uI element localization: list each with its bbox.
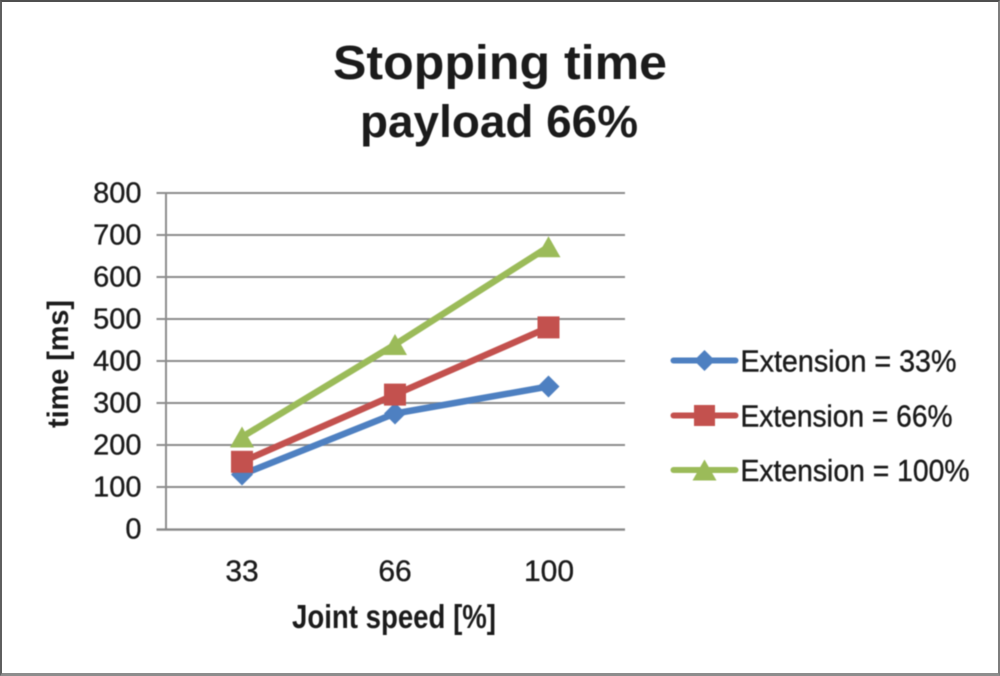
svg-text:600: 600 — [93, 262, 141, 294]
svg-text:Extension = 66%: Extension = 66% — [741, 399, 953, 434]
svg-text:200: 200 — [93, 430, 141, 462]
svg-text:800: 800 — [93, 178, 141, 210]
svg-text:0: 0 — [125, 514, 141, 546]
svg-text:Extension = 100%: Extension = 100% — [741, 453, 970, 488]
svg-text:400: 400 — [93, 346, 141, 378]
svg-text:33: 33 — [225, 555, 258, 588]
svg-text:time [ms]: time [ms] — [42, 300, 75, 428]
svg-text:700: 700 — [93, 220, 141, 252]
svg-text:Extension = 33%: Extension = 33% — [741, 344, 957, 379]
svg-text:100: 100 — [524, 555, 574, 588]
svg-text:payload 66%: payload 66% — [360, 96, 638, 147]
svg-text:500: 500 — [93, 304, 141, 336]
svg-text:66: 66 — [378, 555, 411, 588]
svg-text:100: 100 — [93, 472, 141, 504]
svg-text:Joint speed [%]: Joint speed [%] — [292, 598, 496, 635]
svg-text:300: 300 — [93, 388, 141, 420]
svg-text:Stopping time: Stopping time — [333, 37, 667, 90]
